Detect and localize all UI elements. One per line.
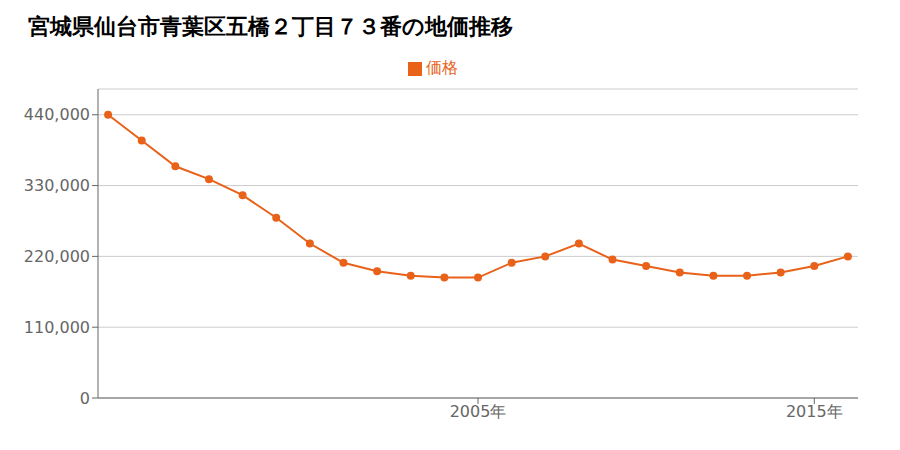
svg-text:440,000: 440,000 (24, 105, 90, 124)
svg-text:220,000: 220,000 (24, 247, 90, 266)
svg-text:110,000: 110,000 (24, 318, 90, 337)
html-text:宮城県仙台市青葉区五橋２丁目７３番の地価推移: 宮城県仙台市青葉区五橋２丁目７３番の地価推移 (28, 14, 513, 39)
svg-text:2015年: 2015年 (786, 402, 843, 421)
svg-text:0: 0 (80, 389, 90, 408)
svg-text:330,000: 330,000 (24, 176, 90, 195)
html-text:価格: 価格 (426, 58, 458, 77)
svg-text:2005年: 2005年 (450, 402, 507, 421)
